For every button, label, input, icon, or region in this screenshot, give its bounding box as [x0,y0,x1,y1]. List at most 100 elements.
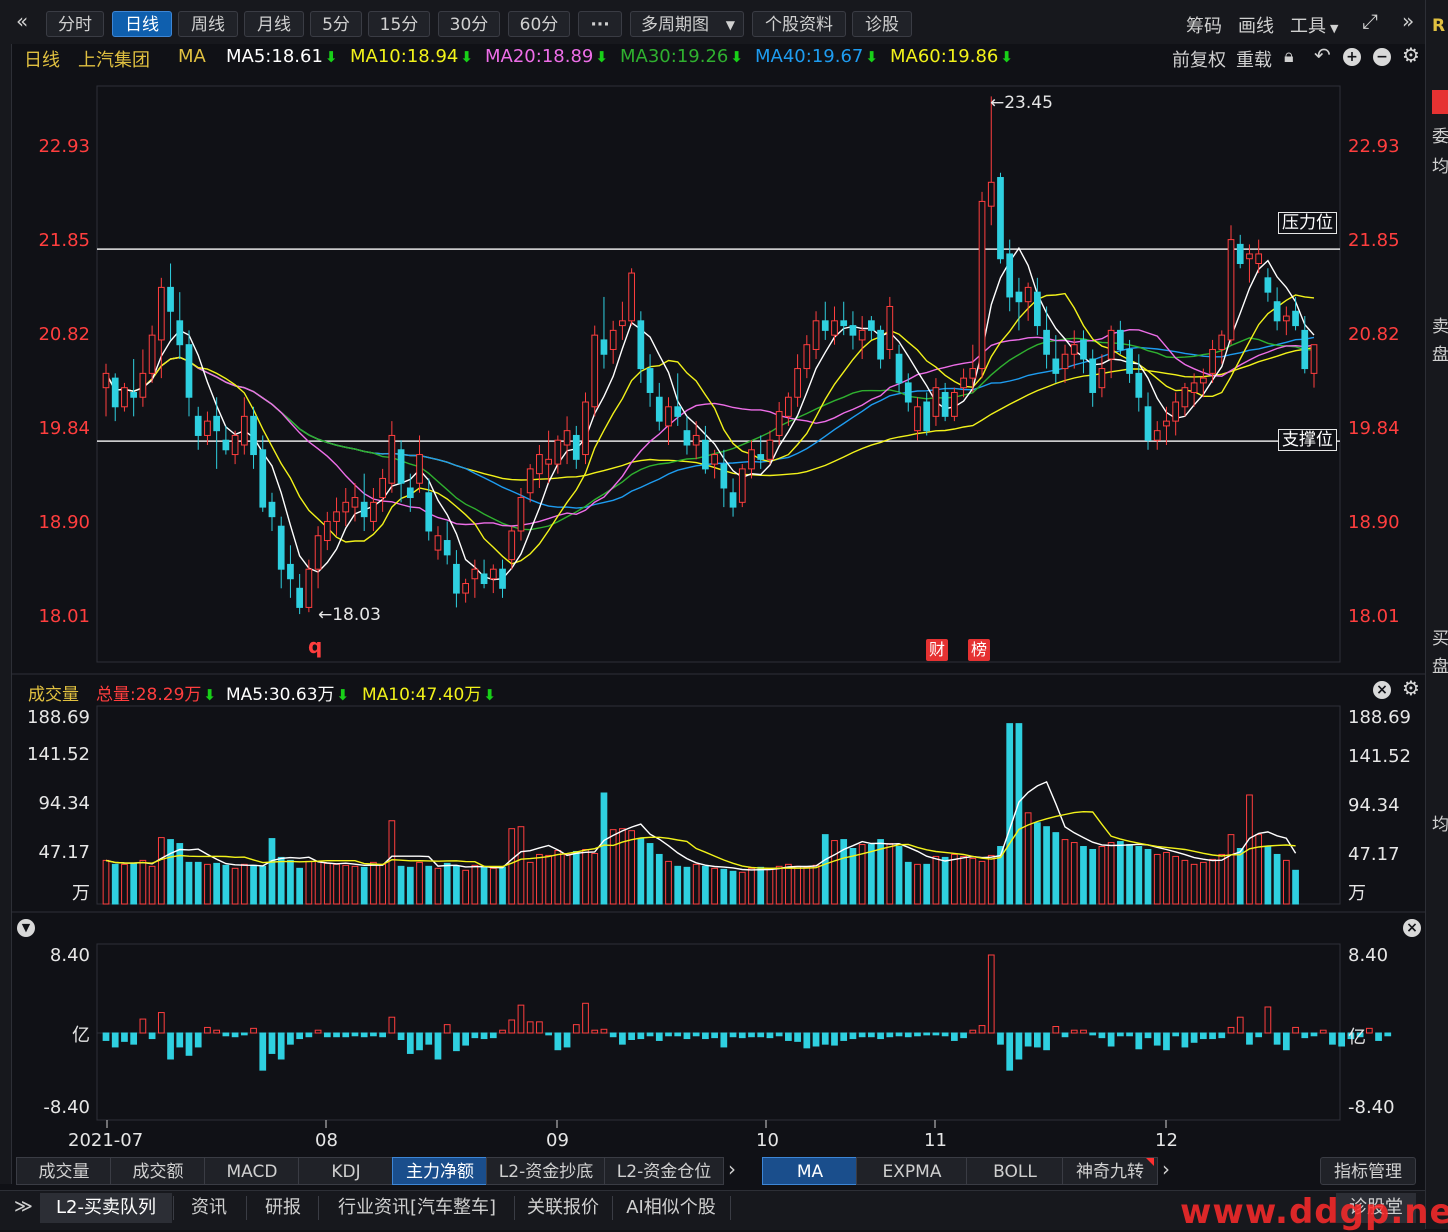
reload-button[interactable]: 重载 [1236,50,1272,71]
tools-dropdown[interactable]: 工具 ▼ [1290,12,1338,38]
period-button-15min[interactable]: 15分 [368,11,430,37]
indicator-tab-turnover[interactable]: 成交额 [110,1157,206,1185]
period-button-monthly[interactable]: 月线 [244,11,304,37]
period-button-5min[interactable]: 5分 [310,11,362,37]
flow-bar [554,1032,562,1051]
footer-tab-research[interactable]: 研报 [265,1197,301,1218]
candle-body [526,468,534,494]
right-side-panel [1425,0,1448,1229]
chevron-right-icon[interactable]: › [728,1157,736,1181]
candle-body [259,449,267,508]
support-label[interactable]: 支撑位 [1278,429,1337,451]
diagnose-button[interactable]: 诊股 [852,11,912,37]
ma-indicator-label[interactable]: MA [178,46,206,67]
footer-tab-l2-queue[interactable]: L2-买卖队列 [40,1193,172,1223]
indicator-tab-macd[interactable]: MACD [204,1157,300,1185]
period-button-weekly[interactable]: 周线 [178,11,238,37]
gear-icon[interactable]: ⚙ [1402,676,1420,700]
candle-body [314,535,322,570]
resistance-label[interactable]: 压力位 [1278,212,1337,234]
volume-bar [453,865,460,905]
volume-bar [111,863,119,905]
dragon-tiger-list-badge[interactable]: 榜 [968,639,990,661]
financial-report-badge[interactable]: 财 [926,639,948,661]
close-icon[interactable]: × [1373,681,1391,699]
stock-profile-button[interactable]: 个股资料 [752,11,846,37]
flow-bar [425,1032,433,1045]
volume-bar [831,840,838,905]
flow-bar [821,1032,829,1045]
flow-bar [250,1027,257,1034]
indicator-tab-kdj[interactable]: KDJ [298,1157,394,1185]
volume-bar [287,859,294,905]
candle-body [978,200,986,370]
candle-body [222,439,230,451]
flow-bar [1264,1006,1272,1034]
event-marker-q[interactable]: q [308,634,323,658]
footer-diagnose-hall-button[interactable]: 诊股堂 [1336,1193,1416,1223]
chips-button[interactable]: 筹码 [1186,16,1222,37]
flow-bar [370,1032,377,1037]
multi-period-dropdown[interactable]: 多周期图 ▼ [630,11,744,37]
footer-tab-related-quotes[interactable]: 关联报价 [527,1197,599,1218]
candle-body [1163,420,1170,427]
period-button-60min[interactable]: 60分 [508,11,570,37]
right-panel-label: 买 [1432,629,1448,649]
indicator-manage-button[interactable]: 指标管理 [1320,1157,1416,1185]
undo-icon[interactable]: ↶ [1314,43,1331,67]
more-periods-button[interactable]: ··· [578,11,622,37]
forward-adjust-button[interactable]: 前复权 [1172,50,1226,71]
overlay-tab-expma[interactable]: EXPMA [856,1157,968,1185]
fullscreen-icon[interactable]: ⤢ [1362,9,1378,33]
indicator-tab-l2-bottom[interactable]: L2-资金抄底 [486,1157,606,1185]
candle-body [277,525,285,570]
zoom-in-icon[interactable]: + [1343,48,1361,66]
collapse-panel-icon[interactable]: ▼ [17,919,35,937]
chevron-right-icon[interactable]: › [1162,1157,1170,1181]
volume-bar [858,844,866,905]
period-button-daily[interactable]: 日线 [112,11,172,37]
volume-tick-left: 141.52 [27,744,90,765]
volume-bar [1116,841,1124,905]
candle-body [379,477,386,499]
candle-body [646,368,654,393]
flow-bar [130,1032,138,1045]
close-icon[interactable]: × [1403,919,1421,937]
indicator-tab-main-net[interactable]: 主力净额 [392,1157,488,1185]
overlay-tab-boll[interactable]: BOLL [966,1157,1064,1185]
footer-tab-news[interactable]: 资讯 [191,1197,227,1218]
draw-line-button[interactable]: 画线 [1238,16,1274,37]
candle-body [702,439,709,470]
ma20-text: MA20:18.89 [485,46,594,67]
double-chevron-right-icon[interactable]: » [1402,9,1415,33]
ma40-text: MA40:19.67 [755,46,864,67]
overlay-tab-ma[interactable]: MA [762,1157,858,1185]
zoom-out-icon[interactable]: − [1373,48,1391,66]
candle-body [785,396,792,417]
overlay-tab-nine-turns[interactable]: 神奇九转 [1062,1157,1158,1185]
double-chevron-left-icon[interactable]: « [16,9,29,33]
lock-icon[interactable]: 🔒︎ [1284,46,1294,67]
footer-tab-ai-similar[interactable]: AI相似个股 [626,1197,716,1218]
gear-icon[interactable]: ⚙ [1402,43,1420,67]
down-arrow-icon: ⬇ [483,686,496,704]
candle-body [139,372,147,398]
right-panel-label: 均 [1432,815,1448,835]
period-button-30min[interactable]: 30分 [438,11,500,37]
kline-chart[interactable] [0,0,1425,1190]
indicator-tab-l2-position[interactable]: L2-资金仓位 [604,1157,724,1185]
period-button-intraday[interactable]: 分时 [46,11,104,37]
indicator-tab-volume[interactable]: 成交量 [16,1157,112,1185]
collapse-footer-icon[interactable]: ≫ [14,1196,33,1217]
flow-bar [886,1032,894,1038]
flow-bar [1227,1026,1235,1034]
candle-body [213,415,221,432]
volume-panel-title[interactable]: 成交量 [28,685,79,705]
candle-body [997,177,1004,260]
flow-bar [240,1032,248,1036]
volume-tick-left: 94.34 [38,793,90,814]
footer-tab-industry-news[interactable]: 行业资讯[汽车整车] [337,1197,497,1218]
flow-bar [1006,1032,1014,1071]
volume-bar [1034,822,1041,905]
ma60-text: MA60:19.86 [890,46,999,67]
